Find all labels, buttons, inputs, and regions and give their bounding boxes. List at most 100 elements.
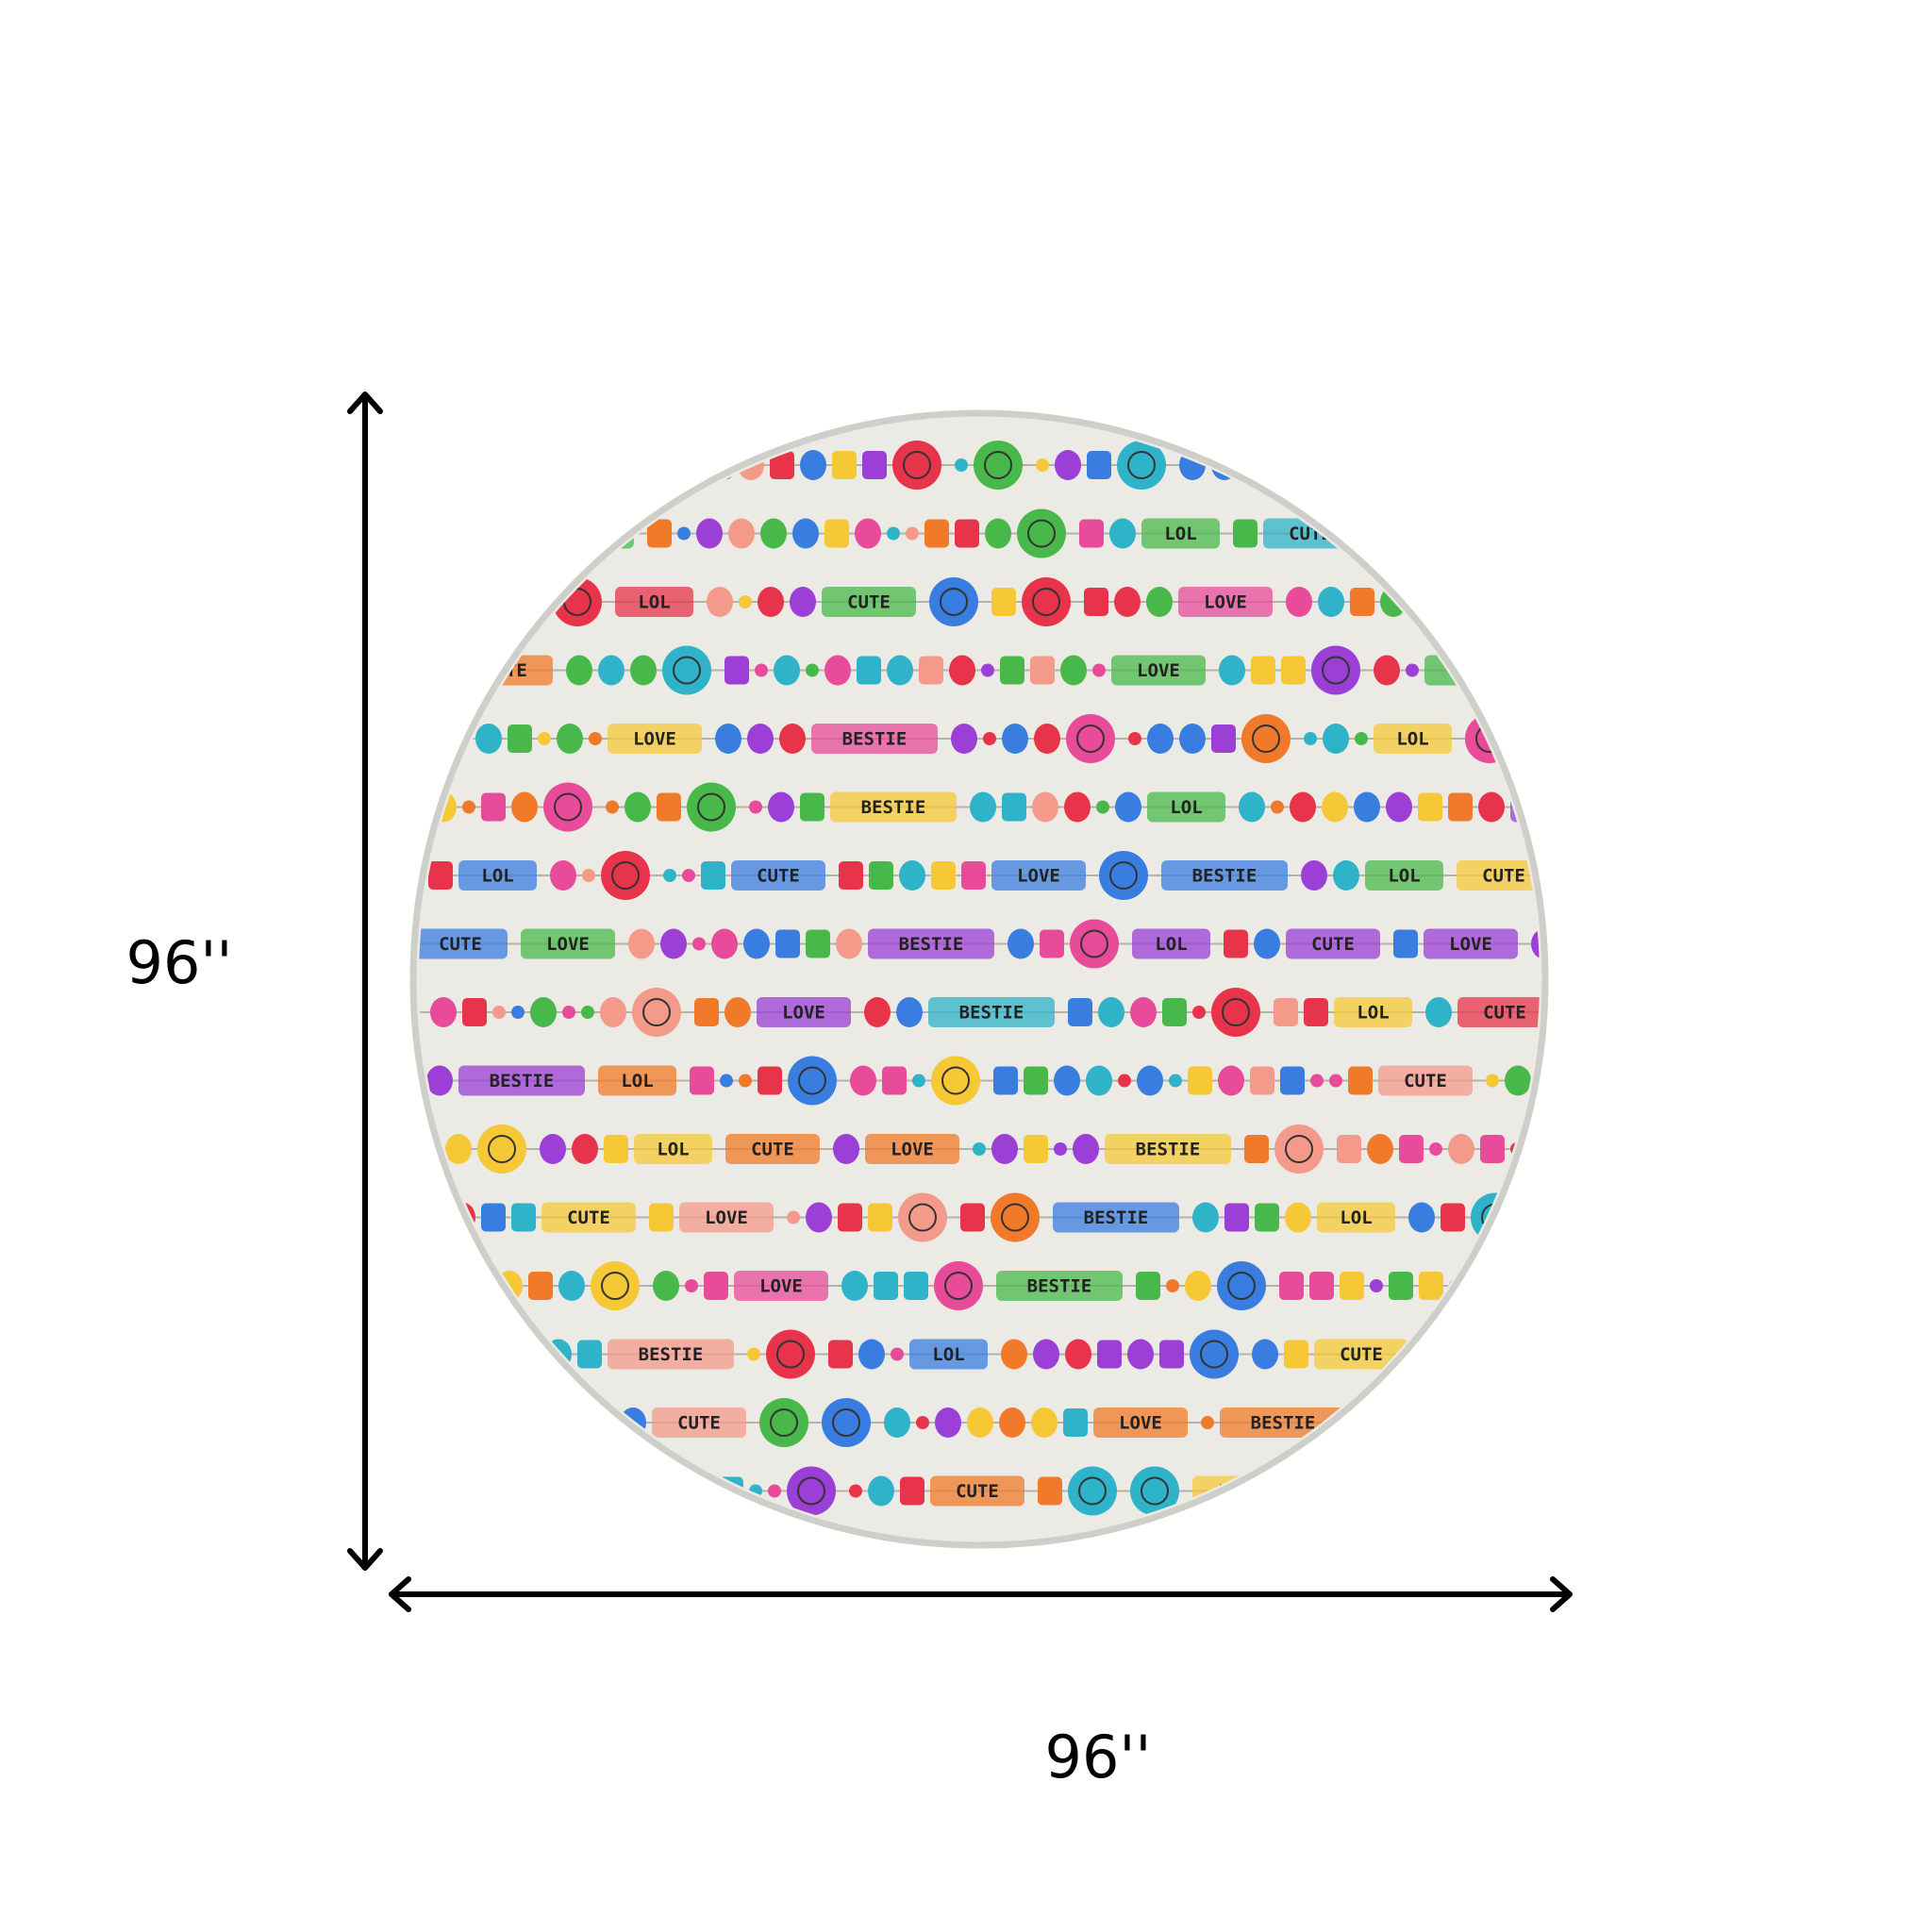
bead (1386, 791, 1412, 823)
bead-word: CUTE (1404, 1071, 1447, 1091)
charm-face (1440, 451, 1468, 479)
bead-word: LOVE (633, 729, 676, 750)
charm-face (1575, 658, 1602, 684)
charm-bead (787, 1466, 836, 1516)
bead (419, 1475, 441, 1507)
bead (1060, 655, 1087, 686)
charm-face (642, 998, 671, 1026)
bead (1554, 451, 1578, 479)
charm-bead (1117, 441, 1166, 490)
bead (1370, 1279, 1383, 1292)
word-bead (1111, 655, 1206, 686)
bead (1179, 724, 1206, 754)
charm-bead (1099, 851, 1148, 900)
charm-bead (479, 1466, 528, 1516)
word-bead (652, 1407, 746, 1438)
bead (1557, 724, 1584, 754)
bead-word: LOL (1396, 729, 1428, 750)
bead (511, 1203, 536, 1232)
bead (800, 792, 824, 822)
bead (630, 655, 657, 686)
word-bead (1141, 518, 1220, 549)
bead-word: BESTIE (599, 456, 664, 476)
bead (481, 1339, 508, 1370)
bead-word: LOVE (782, 1003, 825, 1024)
bead-word: CUTE (1482, 866, 1525, 887)
bead (623, 1475, 649, 1507)
bead (985, 518, 1011, 549)
bead (1280, 1066, 1305, 1095)
bead (1279, 1272, 1304, 1300)
charm-bead (591, 1261, 640, 1310)
charm-bead (974, 441, 1023, 490)
bead (919, 656, 943, 685)
bead (550, 860, 576, 891)
bead (868, 1475, 894, 1507)
bead (600, 997, 626, 1027)
bead-word: LOL (1340, 1208, 1372, 1228)
charm-bead (419, 714, 462, 763)
bead (768, 791, 794, 823)
bead (858, 1339, 885, 1370)
bead (541, 1484, 555, 1498)
bead-word: LOL (1360, 456, 1392, 476)
charm-bead (601, 851, 650, 900)
bead-word: BESTIE (1443, 592, 1508, 613)
word-bead (679, 1202, 774, 1233)
charm-face (501, 588, 529, 616)
bead (862, 451, 887, 479)
bead (1115, 791, 1141, 823)
bead (660, 928, 687, 959)
bead (1008, 928, 1034, 959)
word-bead (541, 1202, 636, 1233)
charm-face (1109, 861, 1138, 890)
charm-bead (1359, 1398, 1408, 1447)
charm-face (419, 1272, 435, 1300)
bead (758, 587, 784, 617)
bead (492, 1006, 506, 1019)
bead (1452, 1408, 1476, 1437)
bead-word: LOL (621, 1071, 653, 1091)
charm-bead (788, 1056, 837, 1106)
charm-face (776, 1340, 805, 1369)
charm-face (601, 1272, 629, 1300)
bead (828, 1340, 853, 1369)
charm-face (1027, 519, 1056, 548)
bead (694, 998, 719, 1026)
bead (874, 1272, 898, 1300)
bead (1055, 450, 1081, 480)
bead (577, 1340, 602, 1369)
bead (806, 663, 819, 677)
bead (396, 1485, 409, 1498)
charm-bead (477, 1124, 526, 1174)
width-label: 96'' (1045, 1723, 1152, 1791)
bead-word: CUTE (677, 1413, 721, 1434)
charm-face (419, 656, 435, 685)
word-bead (822, 587, 916, 617)
bead (1096, 800, 1109, 814)
charm-bead (1017, 508, 1066, 558)
word-bead (1334, 997, 1412, 1027)
bead (728, 518, 755, 549)
word-bead (1378, 1065, 1473, 1096)
charm-bead (491, 577, 540, 626)
word-bead (1365, 860, 1443, 891)
bead (1033, 1339, 1059, 1370)
bead (739, 1074, 752, 1088)
bead (779, 724, 806, 754)
bead-word: LOVE (1540, 524, 1583, 544)
bead (711, 928, 738, 959)
bead (1118, 1074, 1131, 1088)
bead (540, 1134, 566, 1164)
bead (991, 1134, 1018, 1164)
bead (1550, 1340, 1576, 1370)
bead (601, 1416, 614, 1429)
word-bead (479, 1407, 558, 1438)
bead-word: BESTIE (490, 1071, 555, 1091)
bead (800, 450, 826, 480)
bead (462, 800, 475, 814)
bead-word: BESTIE (1027, 1276, 1092, 1297)
height-label: 96'' (126, 928, 233, 997)
bead (1137, 1065, 1163, 1096)
bead (1244, 1135, 1269, 1163)
